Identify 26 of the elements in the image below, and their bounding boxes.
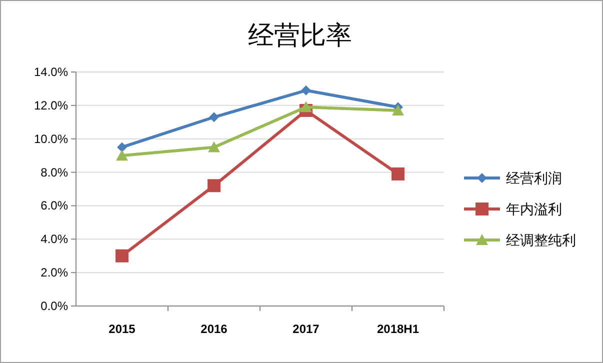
x-tick-label: 2017 bbox=[292, 322, 320, 336]
y-tick-label: 8.0% bbox=[40, 165, 68, 180]
chart-title: 经营比率 bbox=[248, 20, 352, 50]
legend-label: 经调整纯利 bbox=[506, 232, 576, 248]
y-tick-label: 6.0% bbox=[40, 198, 68, 213]
point bbox=[300, 101, 312, 112]
point bbox=[392, 104, 404, 116]
point bbox=[208, 141, 220, 152]
point bbox=[392, 167, 404, 180]
point bbox=[116, 150, 128, 161]
y-tick-label: 2.0% bbox=[40, 266, 68, 280]
point bbox=[116, 249, 128, 262]
y-tick-label: 10.0% bbox=[34, 132, 68, 146]
legend-label: 经营利润 bbox=[506, 170, 562, 186]
legend-label: 年内溢利 bbox=[506, 201, 562, 217]
y-tick-label: 14.0% bbox=[34, 65, 68, 79]
point bbox=[208, 179, 220, 192]
point bbox=[209, 112, 219, 122]
x-tick-label: 2015 bbox=[108, 322, 136, 336]
x-tick-label: 2016 bbox=[200, 322, 228, 336]
y-tick-label: 12.0% bbox=[34, 98, 68, 112]
x-tick-label: 2018H1 bbox=[376, 322, 420, 336]
point bbox=[117, 142, 127, 152]
y-tick-label: 4.0% bbox=[40, 232, 68, 246]
point bbox=[301, 85, 311, 96]
y-tick-label: 0.0% bbox=[40, 299, 68, 313]
